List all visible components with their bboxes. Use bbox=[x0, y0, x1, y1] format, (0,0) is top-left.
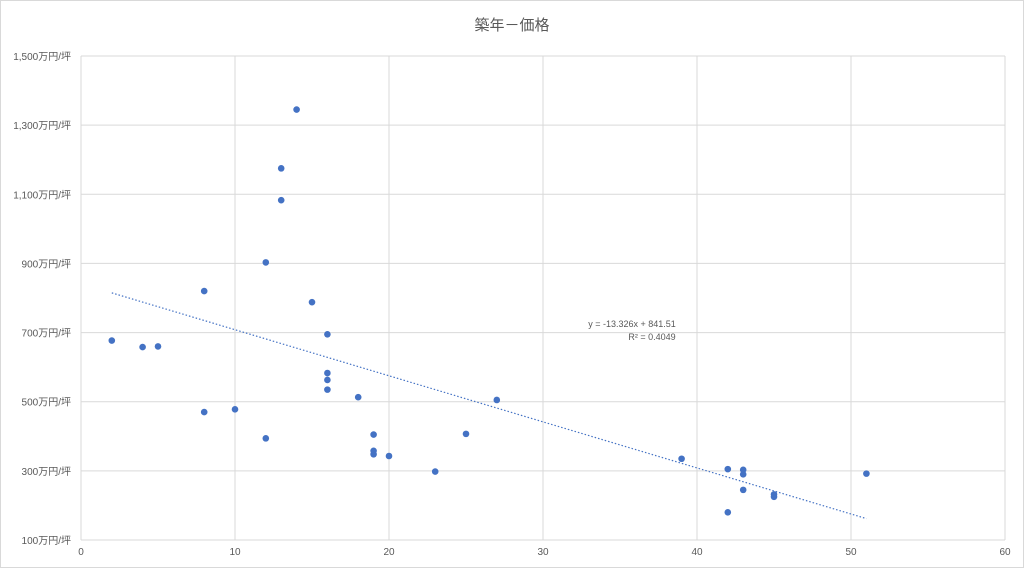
y-tick-label: 1,300万円/坪 bbox=[13, 119, 71, 132]
data-point bbox=[324, 331, 331, 338]
data-point bbox=[863, 470, 870, 477]
data-point bbox=[494, 397, 501, 404]
data-point bbox=[463, 431, 470, 438]
data-point bbox=[678, 455, 685, 462]
data-point bbox=[309, 299, 316, 306]
data-point bbox=[324, 386, 331, 393]
data-point bbox=[109, 337, 116, 344]
data-point bbox=[725, 509, 732, 516]
data-point bbox=[232, 406, 239, 413]
y-tick-label: 1,500万円/坪 bbox=[13, 50, 71, 63]
trendline-equation: y = -13.326x + 841.51 R² = 0.4049 bbox=[588, 319, 676, 342]
data-point bbox=[201, 409, 208, 416]
data-point bbox=[293, 106, 300, 113]
y-tick-label: 1,100万円/坪 bbox=[13, 188, 71, 201]
x-tick-label: 20 bbox=[383, 547, 395, 558]
grid bbox=[81, 56, 1005, 540]
y-tick-label: 100万円/坪 bbox=[22, 534, 71, 547]
data-point bbox=[201, 288, 208, 295]
trendline-r2-text: R² = 0.4049 bbox=[628, 332, 675, 342]
data-point bbox=[370, 451, 377, 458]
x-tick-label: 50 bbox=[845, 547, 857, 558]
data-point bbox=[263, 435, 270, 442]
data-point bbox=[370, 431, 377, 438]
data-point bbox=[278, 197, 285, 204]
data-point bbox=[740, 471, 747, 478]
data-point bbox=[355, 394, 362, 401]
y-tick-label: 300万円/坪 bbox=[22, 465, 71, 478]
trendline-group bbox=[112, 293, 867, 519]
data-point bbox=[771, 493, 778, 500]
data-point bbox=[324, 377, 331, 384]
data-point bbox=[278, 165, 285, 172]
x-tick-label: 60 bbox=[999, 547, 1011, 558]
y-tick-label: 900万円/坪 bbox=[22, 257, 71, 270]
data-point bbox=[263, 259, 270, 266]
data-point bbox=[386, 453, 393, 460]
x-tick-label: 30 bbox=[537, 547, 549, 558]
data-point bbox=[324, 370, 331, 377]
trendline bbox=[112, 293, 867, 519]
data-point bbox=[740, 487, 747, 494]
y-tick-label: 700万円/坪 bbox=[22, 327, 71, 340]
data-point bbox=[432, 468, 439, 475]
data-point bbox=[139, 344, 146, 351]
x-tick-label: 10 bbox=[229, 547, 241, 558]
x-tick-label: 40 bbox=[691, 547, 703, 558]
x-tick-label: 0 bbox=[78, 547, 84, 558]
axis-ticks: 100万円/坪 300万円/坪 500万円/坪 700万円/坪 900万円/坪 1,100… bbox=[13, 50, 1011, 558]
data-points bbox=[109, 106, 870, 515]
y-tick-label: 500万円/坪 bbox=[22, 396, 71, 409]
trendline-equation-text: y = -13.326x + 841.51 bbox=[588, 319, 676, 329]
data-point bbox=[155, 343, 162, 350]
data-point bbox=[725, 466, 732, 473]
chart-title: 築年－価格 bbox=[474, 16, 549, 34]
